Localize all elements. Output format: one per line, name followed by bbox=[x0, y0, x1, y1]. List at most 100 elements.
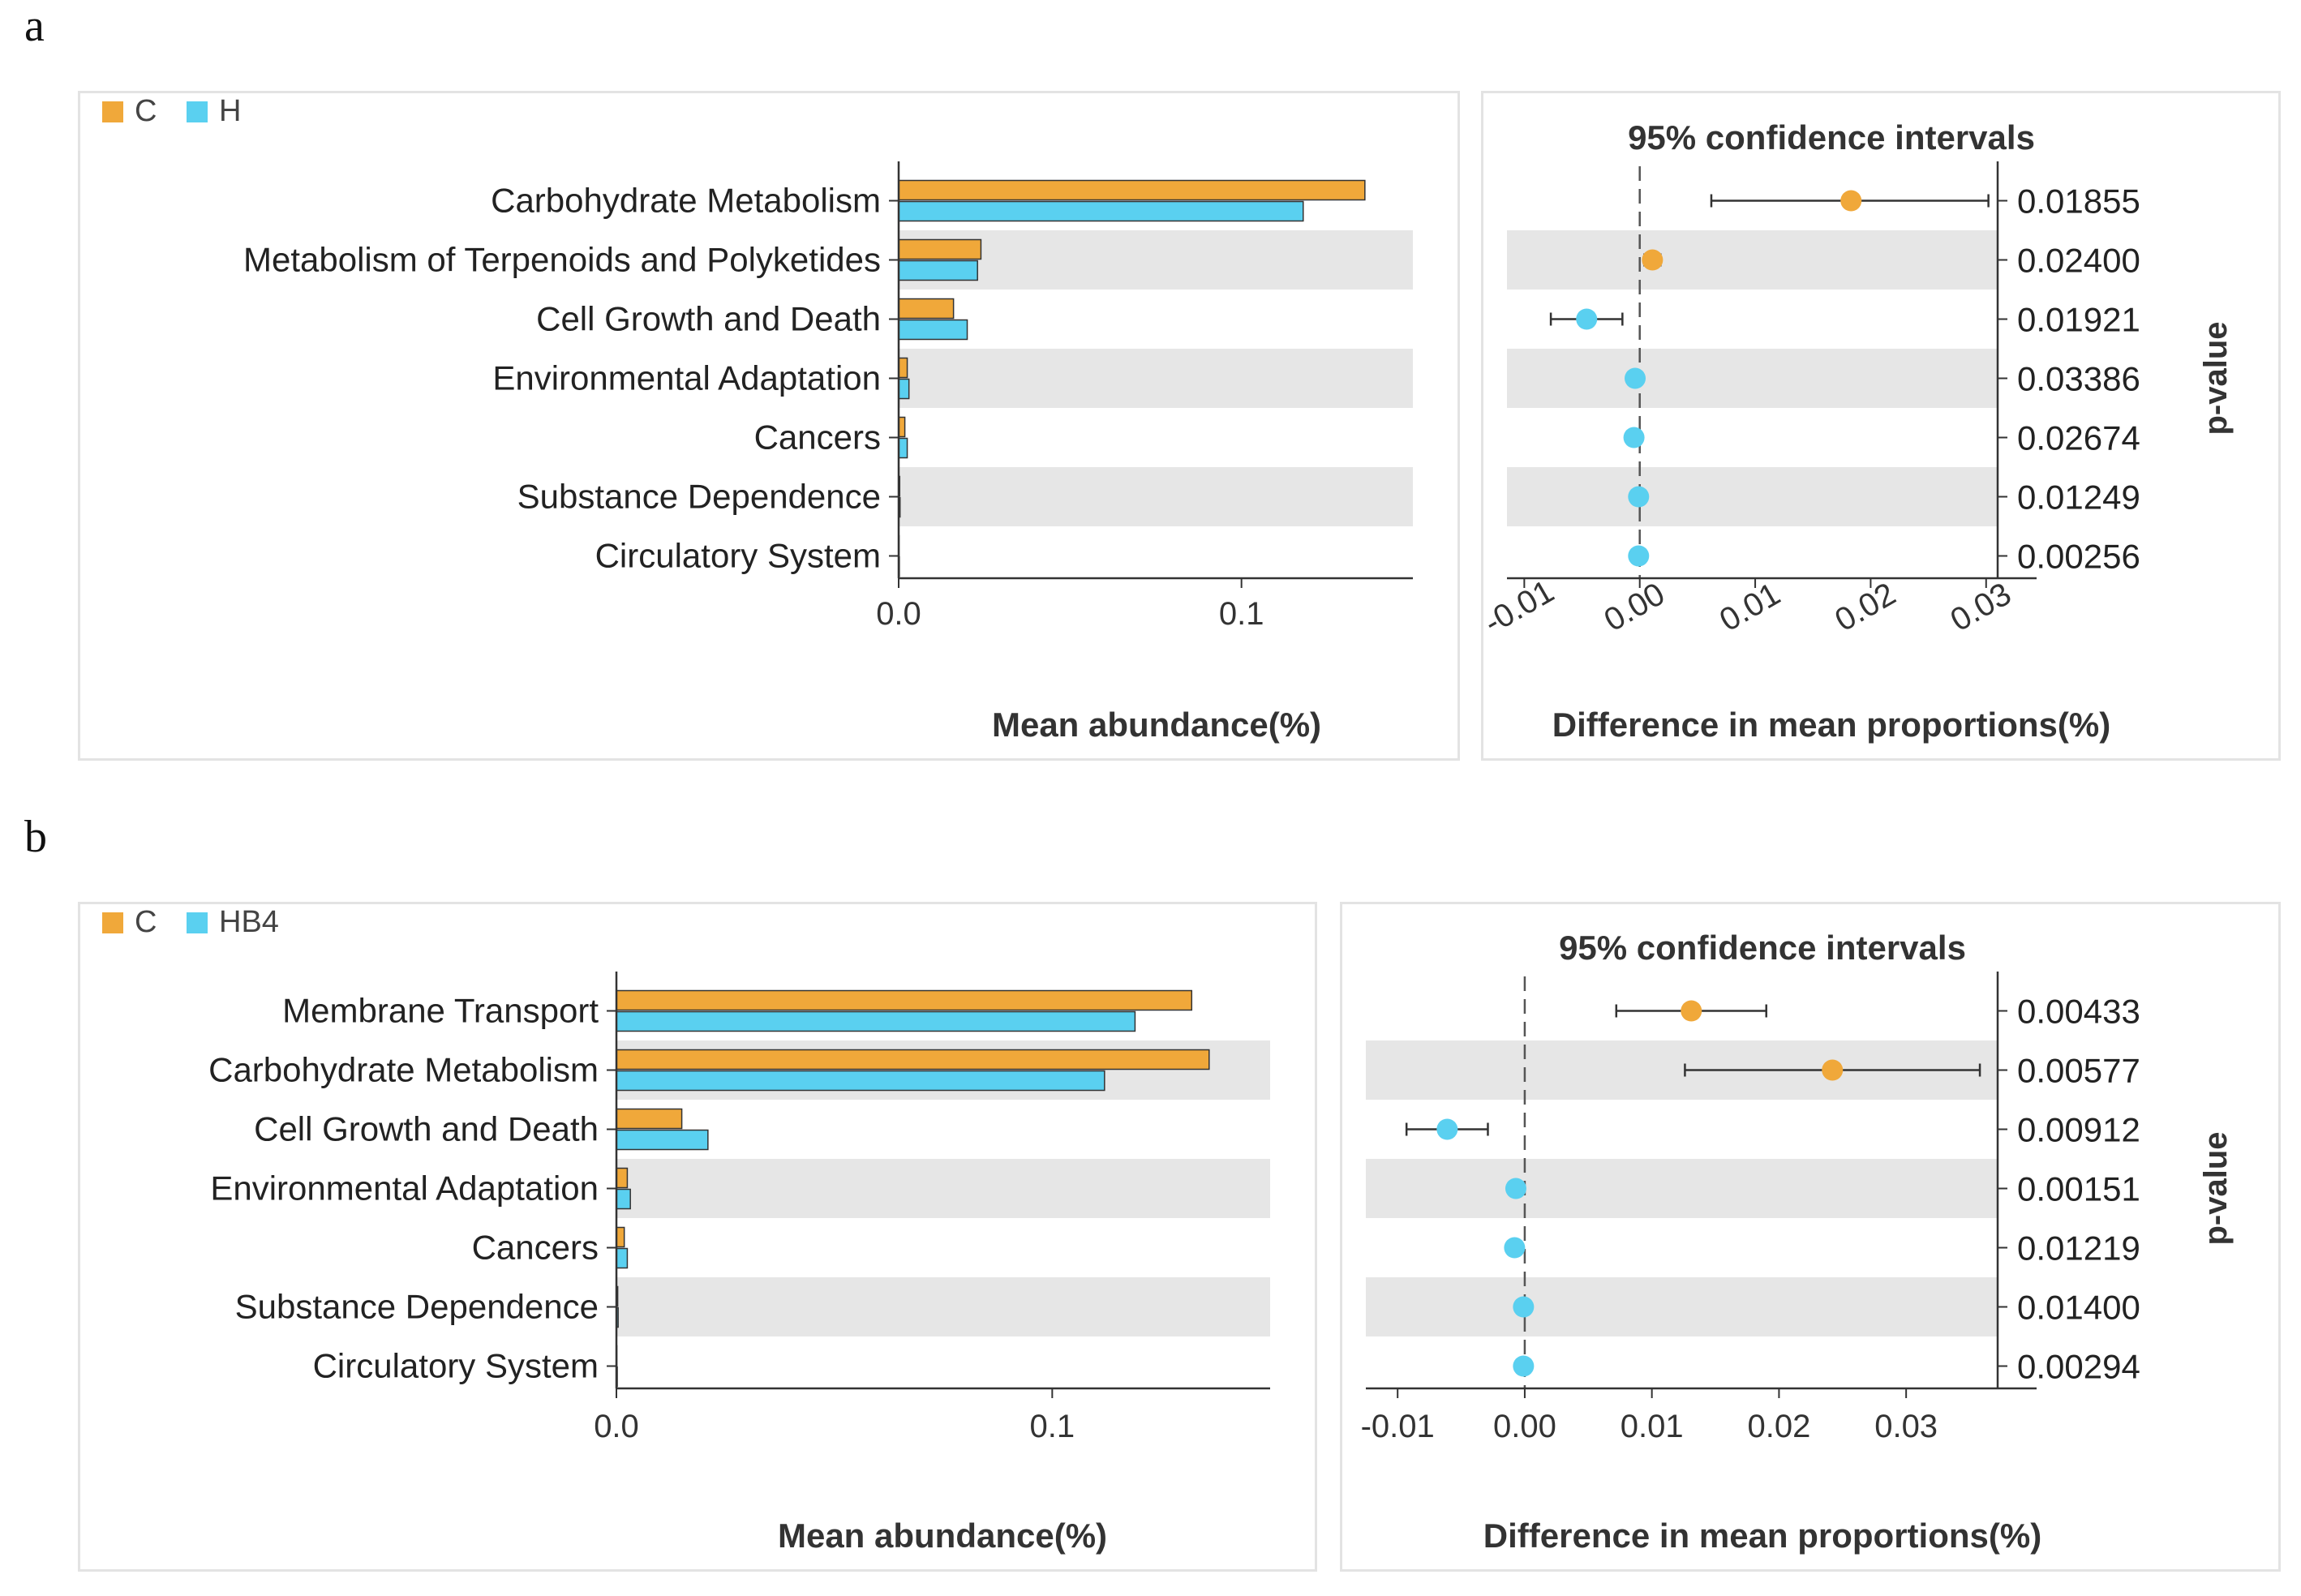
ci-axis-title: Difference in mean proportions(%) bbox=[1552, 706, 2110, 744]
ci-x-tick-label: 0.03 bbox=[1945, 576, 2017, 638]
ci-point bbox=[1625, 367, 1646, 389]
bar-row-band bbox=[616, 1277, 1270, 1336]
ci-row-band bbox=[1507, 230, 1998, 290]
ci-x-tick-label: 0.02 bbox=[1747, 1409, 1810, 1444]
panel-b-label: b bbox=[24, 812, 47, 862]
pvalue-label: 0.00577 bbox=[2017, 1052, 2140, 1090]
ci-x-tick-label: 0.01 bbox=[1621, 1409, 1684, 1444]
ci-x-tick-label: 0.01 bbox=[1714, 576, 1786, 638]
bar-c-2 bbox=[898, 298, 955, 320]
pvalue-label: 0.01219 bbox=[2017, 1229, 2140, 1268]
ci-x-tick-label: 0.03 bbox=[1874, 1409, 1938, 1444]
category-label: Environmental Adaptation bbox=[492, 359, 881, 397]
legend-swatch-h bbox=[187, 101, 208, 122]
pvalue-axis-title: p-value bbox=[2198, 321, 2234, 435]
ci-point bbox=[1840, 190, 1862, 212]
bar-hb4-4 bbox=[616, 1247, 629, 1269]
bar-hb4-1 bbox=[616, 1070, 1105, 1092]
pvalue-label: 0.02674 bbox=[2017, 419, 2140, 457]
bar-c-4 bbox=[616, 1226, 625, 1248]
abundance-axis-title: Mean abundance(%) bbox=[778, 1517, 1107, 1555]
pvalue-label: 0.02400 bbox=[2017, 242, 2140, 280]
category-label: Cancers bbox=[472, 1229, 599, 1267]
ci-point bbox=[1505, 1178, 1526, 1199]
pvalue-label: 0.00433 bbox=[2017, 993, 2140, 1031]
legend-label-c: C bbox=[135, 905, 157, 939]
bar-c-1 bbox=[898, 238, 982, 260]
ci-axis-title: Difference in mean proportions(%) bbox=[1483, 1517, 2041, 1555]
ci-point bbox=[1513, 1296, 1535, 1318]
legend-swatch-c bbox=[102, 101, 123, 122]
legend-label-hb4: HB4 bbox=[219, 905, 279, 939]
bar-x-tick-label: 0.0 bbox=[876, 596, 921, 632]
pvalue-label: 0.01921 bbox=[2017, 301, 2140, 339]
pvalue-label: 0.00256 bbox=[2017, 538, 2140, 576]
ci-point bbox=[1623, 427, 1645, 448]
ci-x-tick-label: 0.00 bbox=[1598, 576, 1670, 638]
bar-h-1 bbox=[898, 260, 978, 281]
bar-row-band bbox=[899, 349, 1413, 408]
ci-point bbox=[1504, 1237, 1526, 1259]
legend-swatch-c bbox=[102, 912, 123, 933]
bar-c-1 bbox=[616, 1049, 1210, 1070]
panel-a-ci-frame bbox=[1481, 91, 2281, 761]
ci-x-tick-label: -0.01 bbox=[1478, 573, 1560, 641]
ci-x-tick-label: 0.00 bbox=[1493, 1409, 1556, 1444]
ci-point bbox=[1681, 1000, 1702, 1022]
category-label: Cell Growth and Death bbox=[254, 1110, 599, 1148]
bar-hb4-0 bbox=[616, 1010, 1136, 1032]
ci-point bbox=[1642, 249, 1664, 271]
bar-c-0 bbox=[898, 179, 1366, 201]
legend-label-c: C bbox=[135, 94, 157, 128]
category-label: Cancers bbox=[754, 418, 881, 457]
ci-title: 95% confidence intervals bbox=[1559, 929, 1966, 967]
category-label: Substance Dependence bbox=[235, 1288, 599, 1326]
bar-row-band bbox=[899, 230, 1413, 290]
category-label: Substance Dependence bbox=[517, 478, 881, 516]
category-label: Carbohydrate Metabolism bbox=[491, 182, 881, 220]
bar-h-4 bbox=[898, 437, 908, 459]
pvalue-label: 0.01249 bbox=[2017, 478, 2140, 517]
bar-x-tick-label: 0.1 bbox=[1219, 596, 1264, 632]
category-label: Cell Growth and Death bbox=[536, 300, 881, 338]
category-label: Circulatory System bbox=[313, 1347, 599, 1385]
bar-x-tick-label: 0.1 bbox=[1030, 1409, 1075, 1444]
bar-row-band bbox=[616, 1159, 1270, 1218]
pvalue-label: 0.00912 bbox=[2017, 1111, 2140, 1149]
bar-hb4-3 bbox=[616, 1188, 631, 1210]
ci-row-band bbox=[1366, 1159, 1998, 1218]
ci-row-band bbox=[1366, 1277, 1998, 1336]
legend-swatch-hb4 bbox=[187, 912, 208, 933]
pvalue-label: 0.01400 bbox=[2017, 1289, 2140, 1327]
bar-row-band bbox=[899, 467, 1413, 526]
pvalue-label: 0.00294 bbox=[2017, 1348, 2140, 1386]
category-label: Metabolism of Terpenoids and Polyketides bbox=[243, 241, 881, 279]
abundance-axis-title: Mean abundance(%) bbox=[992, 706, 1321, 744]
ci-point bbox=[1628, 486, 1650, 508]
ci-row-band bbox=[1507, 467, 1998, 526]
category-label: Environmental Adaptation bbox=[210, 1169, 599, 1208]
bar-c-2 bbox=[616, 1108, 683, 1130]
ci-x-tick-label: 0.02 bbox=[1829, 576, 1901, 638]
pvalue-axis-title: p-value bbox=[2198, 1131, 2234, 1245]
ci-row-band bbox=[1507, 349, 1998, 408]
ci-x-tick-label: -0.01 bbox=[1361, 1409, 1435, 1444]
ci-title: 95% confidence intervals bbox=[1628, 118, 2035, 157]
bar-c-3 bbox=[898, 357, 908, 379]
bar-h-3 bbox=[898, 378, 910, 400]
bar-c-3 bbox=[616, 1167, 629, 1189]
ci-point bbox=[1576, 308, 1598, 330]
category-label: Membrane Transport bbox=[282, 992, 599, 1030]
bar-h-0 bbox=[898, 200, 1304, 222]
pvalue-label: 0.03386 bbox=[2017, 360, 2140, 398]
ci-point bbox=[1628, 545, 1650, 567]
pvalue-label: 0.01855 bbox=[2017, 182, 2140, 221]
ci-point bbox=[1436, 1118, 1458, 1140]
ci-point bbox=[1513, 1355, 1535, 1377]
bar-x-tick-label: 0.0 bbox=[594, 1409, 639, 1444]
bar-h-2 bbox=[898, 319, 968, 341]
panel-b-ci-frame bbox=[1340, 902, 2281, 1572]
legend-label-h: H bbox=[219, 94, 241, 128]
ci-point bbox=[1822, 1059, 1844, 1081]
